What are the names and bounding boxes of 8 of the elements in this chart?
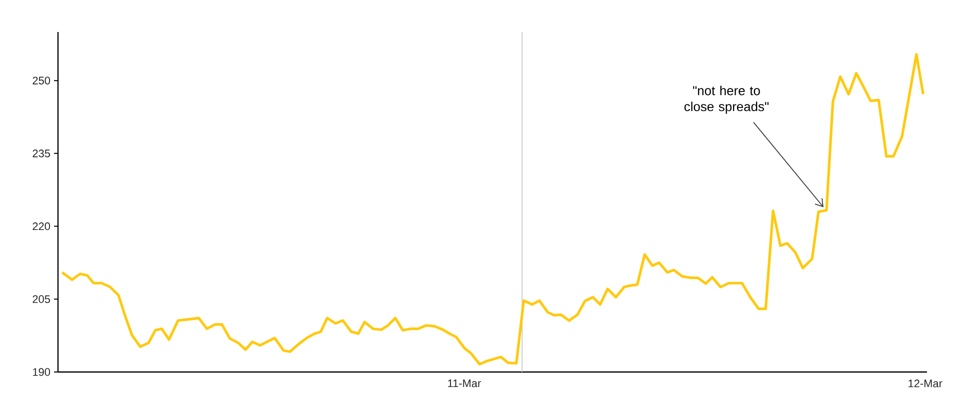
x-tick-label: 11-Mar xyxy=(448,380,481,388)
y-tick-label: 235 xyxy=(32,150,50,158)
y-tick-label: 205 xyxy=(32,295,50,304)
annotation: "not here to close spreads" xyxy=(684,86,769,114)
x-tick-label: 12-Mar xyxy=(908,380,942,388)
y-tick-label: 220 xyxy=(32,222,50,230)
y-tick-label: 250 xyxy=(32,76,50,84)
y-tick-label: 190 xyxy=(33,368,50,376)
